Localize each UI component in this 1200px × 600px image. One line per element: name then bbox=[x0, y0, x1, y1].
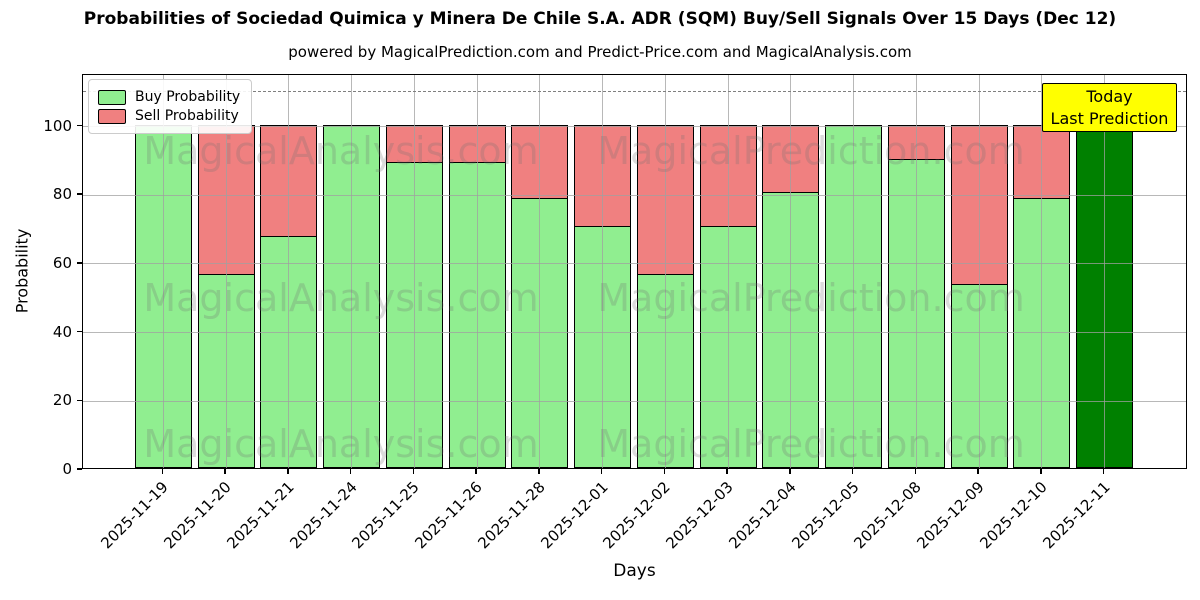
y-tick-mark bbox=[77, 399, 82, 402]
watermark-text: MagicalAnalysis.com bbox=[143, 129, 539, 173]
vertical-gridline bbox=[790, 75, 792, 468]
y-tick-mark bbox=[77, 330, 82, 333]
today-annotation-line1: Today bbox=[1086, 86, 1133, 106]
x-tick-mark bbox=[538, 469, 540, 474]
bar-segment-buy bbox=[636, 273, 694, 468]
x-axis-label: Days bbox=[613, 561, 656, 581]
legend-label-buy: Buy Probability bbox=[135, 89, 241, 105]
y-tick-label: 20 bbox=[52, 391, 72, 410]
x-tick-mark bbox=[977, 469, 979, 474]
horizontal-gridline bbox=[83, 263, 1186, 265]
y-tick-mark bbox=[77, 262, 82, 264]
bar-segment-sell bbox=[197, 124, 255, 275]
x-tick-mark bbox=[663, 469, 666, 474]
x-tick-mark bbox=[914, 469, 917, 474]
y-tick-label: 40 bbox=[52, 322, 72, 341]
bar-segment-sell bbox=[1013, 124, 1071, 200]
bar-segment-buy bbox=[197, 273, 255, 468]
bar-segment-buy bbox=[1076, 124, 1134, 468]
x-tick-label: 2025-11-19 bbox=[97, 478, 173, 553]
bar-segment-sell bbox=[385, 124, 443, 164]
bar-segment-buy bbox=[260, 236, 318, 468]
bar-segment-buy bbox=[134, 124, 192, 468]
sell-swatch-icon bbox=[98, 108, 126, 124]
vertical-gridline bbox=[288, 75, 290, 468]
vertical-gridline bbox=[978, 75, 980, 468]
buy-swatch-icon bbox=[98, 89, 126, 105]
bar-segment-buy bbox=[511, 198, 569, 468]
vertical-gridline bbox=[351, 75, 353, 468]
y-tick-mark bbox=[77, 193, 82, 195]
watermark-text: MagicalPrediction.com bbox=[597, 422, 1025, 466]
watermark-text: MagicalPrediction.com bbox=[597, 129, 1025, 173]
x-tick-mark bbox=[349, 469, 352, 474]
horizontal-gridline bbox=[83, 332, 1186, 334]
vertical-gridline bbox=[602, 75, 604, 468]
bar-segment-sell bbox=[699, 124, 757, 227]
y-tick-mark bbox=[77, 468, 82, 470]
chart-title: Probabilities of Sociedad Quimica y Mine… bbox=[83, 9, 1117, 29]
bar-segment-sell bbox=[762, 124, 820, 193]
bar-segment-buy bbox=[1013, 198, 1071, 468]
x-tick-mark bbox=[1102, 469, 1105, 474]
bar-segment-buy bbox=[448, 162, 506, 468]
bar-segment-buy bbox=[699, 225, 757, 468]
x-tick-mark bbox=[851, 469, 854, 474]
watermark-text: MagicalAnalysis.com bbox=[143, 276, 539, 320]
legend: Buy Probability Sell Probability bbox=[88, 79, 253, 134]
watermark-text: MagicalPrediction.com bbox=[597, 276, 1025, 320]
vertical-gridline bbox=[539, 75, 541, 468]
bar-segment-buy bbox=[762, 191, 820, 468]
vertical-gridline bbox=[664, 75, 666, 468]
x-tick-mark bbox=[1040, 469, 1042, 474]
x-tick-mark bbox=[287, 469, 289, 474]
legend-item-sell: Sell Probability bbox=[98, 108, 240, 124]
vertical-gridline bbox=[915, 75, 917, 468]
vertical-gridline bbox=[1104, 75, 1106, 468]
y-tick-label: 80 bbox=[52, 185, 72, 204]
today-annotation-line2: Last Prediction bbox=[1050, 108, 1169, 128]
bar-segment-sell bbox=[574, 124, 632, 227]
legend-label-sell: Sell Probability bbox=[135, 108, 239, 124]
bar-segment-sell bbox=[887, 124, 945, 160]
x-tick-mark bbox=[789, 469, 791, 474]
bar-segment-buy bbox=[950, 284, 1008, 468]
chart-subtitle: powered by MagicalPrediction.com and Pre… bbox=[288, 43, 912, 61]
x-tick-mark bbox=[475, 469, 477, 474]
vertical-gridline bbox=[853, 75, 855, 468]
x-tick-mark bbox=[161, 469, 164, 474]
bar-segment-sell bbox=[511, 124, 569, 200]
vertical-gridline bbox=[727, 75, 729, 468]
bar-segment-buy bbox=[323, 124, 381, 468]
watermark-text: MagicalAnalysis.com bbox=[143, 422, 539, 466]
y-tick-label: 100 bbox=[43, 116, 72, 135]
y-tick-label: 60 bbox=[52, 253, 72, 272]
bar-segment-sell bbox=[448, 124, 506, 164]
bar-segment-buy bbox=[887, 158, 945, 468]
x-tick-mark bbox=[412, 469, 415, 474]
bar-segment-sell bbox=[260, 124, 318, 238]
bar-segment-buy bbox=[385, 162, 443, 468]
x-tick-mark bbox=[726, 469, 728, 474]
vertical-gridline bbox=[476, 75, 478, 468]
today-annotation-box: Today Last Prediction bbox=[1042, 83, 1177, 132]
x-tick-mark bbox=[600, 469, 603, 474]
horizontal-gridline bbox=[83, 400, 1186, 402]
vertical-gridline bbox=[413, 75, 415, 468]
threshold-dashed-line bbox=[83, 91, 1186, 93]
horizontal-gridline bbox=[83, 194, 1186, 196]
bar-segment-buy bbox=[825, 124, 883, 468]
vertical-gridline bbox=[1041, 75, 1043, 468]
bar-segment-buy bbox=[574, 225, 632, 468]
y-tick-label: 0 bbox=[62, 460, 72, 478]
plot-area: MagicalAnalysis.com MagicalPrediction.com… bbox=[82, 74, 1187, 469]
y-tick-mark bbox=[77, 124, 82, 127]
bar-segment-sell bbox=[636, 124, 694, 275]
bar-segment-sell bbox=[950, 124, 1008, 286]
legend-item-buy: Buy Probability bbox=[98, 89, 240, 105]
x-tick-mark bbox=[224, 469, 226, 474]
